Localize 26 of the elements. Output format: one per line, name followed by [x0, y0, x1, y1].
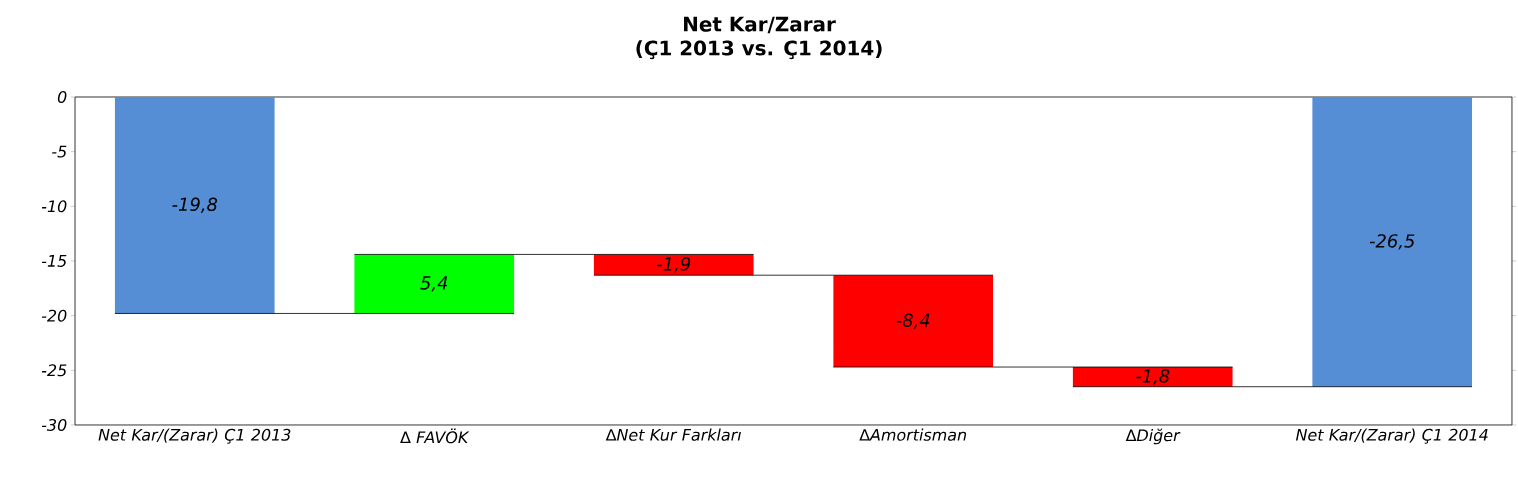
data-label: -19,8	[172, 197, 218, 213]
x-tick-label: ∆Amortisman	[859, 428, 967, 441]
y-tick-label: -5	[52, 145, 67, 158]
y-tick-label: -25	[41, 364, 67, 377]
data-label: -1,9	[657, 257, 691, 273]
data-label: -1,8	[1136, 369, 1170, 385]
bar	[354, 254, 515, 314]
x-tick-label: Net Kar/(Zarar) Ç1 2014	[1295, 428, 1488, 444]
y-tick-label: -15	[41, 255, 67, 267]
y-tick-label: -30	[41, 418, 67, 432]
x-tick-label: Net Kar/(Zarar) Ç1 2013	[98, 428, 291, 444]
chart-title: Net Kar/Zarar	[684, 16, 836, 34]
data-label: -8,4	[896, 313, 930, 329]
bar	[833, 275, 994, 368]
bar	[593, 254, 754, 276]
y-tick-label: -20	[41, 309, 67, 322]
bar	[114, 96, 275, 314]
x-tick-label: ∆Diğer	[1125, 428, 1181, 445]
bar	[1312, 96, 1473, 387]
y-tick-label: -10	[41, 200, 67, 213]
y-tick-label: 0	[57, 90, 67, 104]
x-tick-label: ∆Net Kur Farkları	[605, 428, 741, 441]
data-label: 5,4	[420, 276, 448, 292]
x-tick-label: ∆ FAVÖK	[400, 428, 470, 444]
chart-subtitle: (Ç1 2013 vs. Ç1 2014)	[636, 40, 882, 60]
data-label: -26,5	[1369, 234, 1415, 250]
